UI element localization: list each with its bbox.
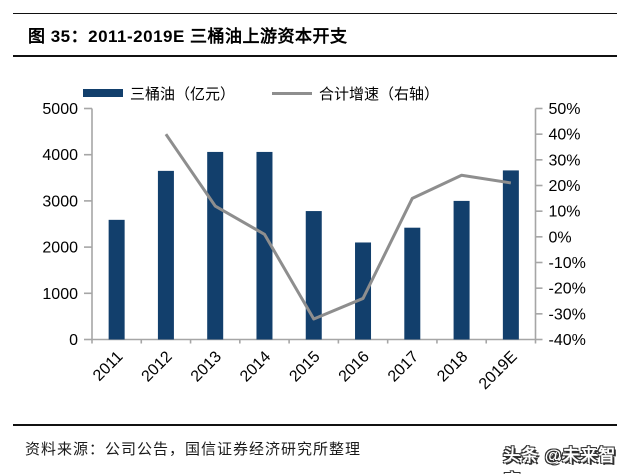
legend-line-label: 合计增速（右轴） bbox=[319, 85, 440, 103]
x-category-label: 2012 bbox=[139, 348, 176, 385]
legend-bar-label: 三桶油（亿元） bbox=[130, 85, 236, 103]
title-divider bbox=[13, 55, 617, 57]
bar-2014 bbox=[256, 151, 273, 340]
right-axis-tick-label: 0% bbox=[549, 229, 572, 246]
left-axis-tick-label: 2000 bbox=[42, 240, 78, 257]
source-note: 资料来源：公司公告，国信证券经济研究所整理 bbox=[25, 441, 362, 458]
right-axis-tick-label: 10% bbox=[549, 204, 581, 221]
x-category-label: 2017 bbox=[385, 348, 422, 385]
bar-2012 bbox=[157, 170, 174, 340]
top-divider bbox=[13, 13, 617, 14]
bar-2015 bbox=[305, 211, 322, 340]
watermark: 头条 @未来智库 bbox=[503, 446, 617, 474]
right-axis-tick-label: -40% bbox=[549, 332, 586, 349]
bar-2018 bbox=[453, 200, 470, 340]
bar-2013 bbox=[207, 151, 224, 340]
bar-2016 bbox=[355, 242, 372, 340]
bar-2019E bbox=[502, 170, 519, 340]
legend-item-bar: 三桶油（亿元） bbox=[83, 85, 236, 103]
bar-series-swatch-icon bbox=[83, 89, 123, 97]
right-axis-tick-label: -30% bbox=[549, 306, 586, 323]
x-category-label: 2015 bbox=[286, 348, 323, 385]
x-category-label: 2019E bbox=[476, 348, 521, 393]
left-axis-tick-label: 5000 bbox=[42, 101, 78, 118]
right-axis-tick-label: 50% bbox=[549, 101, 581, 118]
x-category-label: 2013 bbox=[188, 348, 225, 385]
x-category-label: 2011 bbox=[90, 348, 126, 384]
left-axis-tick-label: 1000 bbox=[42, 286, 78, 303]
left-axis-tick-label: 4000 bbox=[42, 147, 78, 164]
right-axis-tick-label: -10% bbox=[549, 255, 586, 272]
figure-title: 图 35：2011-2019E 三桶油上游资本开支 bbox=[28, 27, 348, 46]
x-category-label: 2018 bbox=[434, 348, 471, 385]
line-series-swatch-icon bbox=[272, 91, 312, 95]
bar-2011 bbox=[108, 219, 125, 340]
bar-2017 bbox=[404, 227, 421, 340]
x-category-label: 2016 bbox=[336, 348, 373, 385]
footer-divider bbox=[13, 424, 617, 426]
left-axis-tick-label: 0 bbox=[69, 332, 78, 349]
right-axis-tick-label: -20% bbox=[549, 281, 586, 298]
x-category-label: 2014 bbox=[237, 348, 274, 385]
left-axis-tick-label: 3000 bbox=[42, 193, 78, 210]
legend-item-line: 合计增速（右轴） bbox=[272, 85, 440, 103]
capex-combo-chart: 0 1000 2000 3000 4000 5000 -40% -30% -20% -10% 0% 1… bbox=[42, 101, 586, 393]
right-axis-tick-label: 40% bbox=[549, 127, 581, 144]
right-axis-tick-label: 20% bbox=[549, 178, 581, 195]
right-axis-tick-label: 30% bbox=[549, 152, 581, 169]
growth-line bbox=[164, 133, 512, 321]
